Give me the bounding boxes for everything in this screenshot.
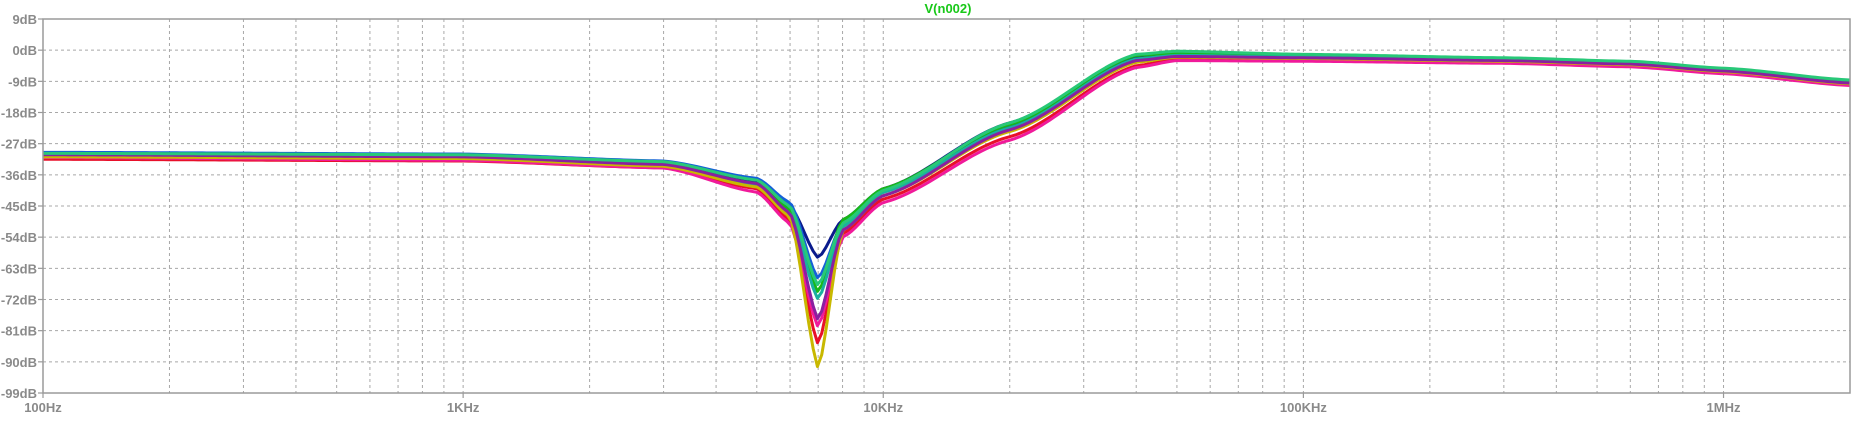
- y-tick-label: -90dB: [1, 355, 37, 370]
- series-line: [42, 57, 1851, 345]
- y-tick-label: -99dB: [1, 386, 37, 401]
- x-axis: 100Hz 1KHz 10KHz 100KHz 1MHz: [24, 393, 1741, 415]
- chart-title: V(n002): [925, 1, 972, 16]
- series-line: [42, 55, 1851, 369]
- y-tick-label: 0dB: [12, 43, 37, 58]
- y-tick-label: -54dB: [1, 230, 37, 245]
- series-line: [42, 49, 1851, 286]
- y-tick-label: 9dB: [12, 12, 37, 27]
- y-tick-label: -27dB: [1, 137, 37, 152]
- series-group: [42, 49, 1851, 369]
- x-tick-label: 1KHz: [447, 400, 480, 415]
- x-tick-label: 10KHz: [863, 400, 903, 415]
- series-line: [42, 59, 1851, 328]
- y-tick-label: -36dB: [1, 168, 37, 183]
- series-line: [42, 53, 1851, 300]
- y-tick-label: -9dB: [8, 74, 37, 89]
- y-tick-label: -72dB: [1, 293, 37, 308]
- y-tick-label: -63dB: [1, 261, 37, 276]
- x-tick-label: 100Hz: [24, 400, 62, 415]
- y-axis: 9dB 0dB -9dB -18dB -27dB -36dB -45dB -54dB -63dB…: [1, 12, 43, 401]
- series-line: [42, 52, 1851, 280]
- series-line: [42, 54, 1851, 321]
- y-tick-label: -18dB: [1, 106, 37, 121]
- grid: [43, 19, 1850, 393]
- x-tick-label: 100KHz: [1280, 400, 1327, 415]
- x-tick-label: 1MHz: [1707, 400, 1741, 415]
- y-tick-label: -81dB: [1, 324, 37, 339]
- y-tick-label: -45dB: [1, 199, 37, 214]
